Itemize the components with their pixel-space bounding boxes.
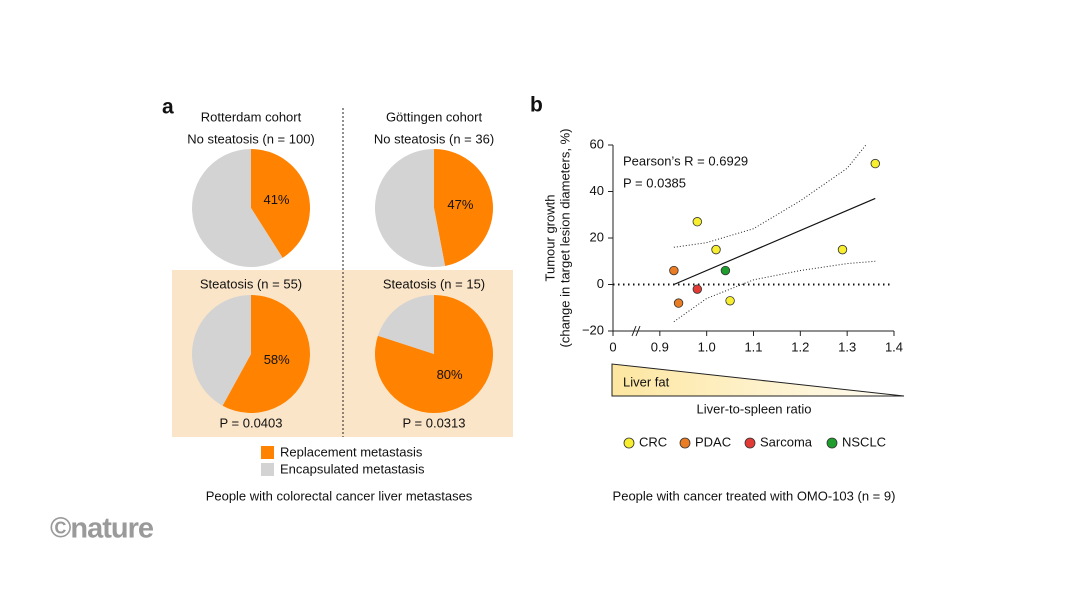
legend-label: Encapsulated metastasis <box>280 461 425 476</box>
legend-label: Sarcoma <box>760 434 813 449</box>
p-value: P = 0.0313 <box>402 415 465 430</box>
y-tick-label: 0 <box>597 276 604 291</box>
legend-swatch <box>261 446 274 459</box>
y-tick-label: 60 <box>590 136 604 151</box>
legend-marker <box>623 437 635 449</box>
fit-line <box>673 197 876 286</box>
x-tick-label: 1.2 <box>791 339 809 354</box>
legend-label: CRC <box>639 434 667 449</box>
pie-slice <box>375 149 446 268</box>
pie-slice <box>191 149 283 267</box>
pie-title: Steatosis (n = 55) <box>200 276 302 291</box>
pie-value-label: 41% <box>263 192 289 207</box>
pie-title: No steatosis (n = 100) <box>187 131 315 146</box>
pie-slice <box>192 295 251 406</box>
legend-label: Replacement metastasis <box>280 444 423 459</box>
annotation: P = 0.0385 <box>623 175 686 190</box>
liver-fat-wedge <box>611 363 905 397</box>
pie-slice <box>434 149 493 266</box>
pie-value-label: 47% <box>447 197 473 212</box>
y-axis-label: (change in target lesion diameters, %) <box>557 129 572 348</box>
legend-label: NSCLC <box>842 434 886 449</box>
pie-slice <box>251 149 310 258</box>
y-tick-label: 20 <box>590 229 604 244</box>
data-point <box>870 158 880 169</box>
panel-label: a <box>162 96 174 119</box>
annotation: Pearson’s R = 0.6929 <box>623 153 748 168</box>
data-point <box>720 265 731 276</box>
caption: People with cancer treated with OMO-103 … <box>613 488 896 503</box>
panel-label: b <box>530 94 543 117</box>
band-label: Liver fat <box>623 374 670 389</box>
legend-label: PDAC <box>695 434 731 449</box>
data-point <box>692 217 703 227</box>
p-value: P = 0.0403 <box>219 415 282 430</box>
x-axis-label: Liver-to-spleen ratio <box>697 401 812 416</box>
confidence-band <box>673 144 867 248</box>
data-point <box>673 298 684 308</box>
data-point <box>725 296 735 306</box>
legend-swatch <box>261 463 274 476</box>
pie-title: Steatosis (n = 15) <box>383 276 485 291</box>
pie-title: No steatosis (n = 36) <box>374 131 494 146</box>
pie-slice <box>222 295 311 413</box>
legend-marker <box>826 437 838 449</box>
x-tick-label: 0.9 <box>651 339 669 354</box>
data-point <box>692 284 703 294</box>
data-point <box>711 244 721 255</box>
pie-slice <box>377 295 434 354</box>
y-tick-label: 40 <box>590 183 604 198</box>
legend-marker <box>744 437 756 449</box>
x-tick-label: 1.4 <box>885 339 903 354</box>
y-tick-label: −20 <box>582 322 604 337</box>
y-axis-label: Tumour growth <box>542 195 557 282</box>
x-tick-label: 0 <box>609 339 616 354</box>
axis-break <box>631 325 641 337</box>
pie-value-label: 58% <box>264 352 290 367</box>
data-point <box>837 244 848 255</box>
cohort-label: Rotterdam cohort <box>201 109 302 124</box>
cohort-label: Göttingen cohort <box>386 109 483 124</box>
legend-marker <box>679 437 691 449</box>
x-tick-label: 1.0 <box>698 339 716 354</box>
caption: People with colorectal cancer liver meta… <box>206 488 473 503</box>
x-tick-label: 1.1 <box>744 339 762 354</box>
confidence-band <box>673 260 876 323</box>
data-point <box>669 265 679 276</box>
x-tick-label: 1.3 <box>838 339 856 354</box>
pie-value-label: 80% <box>437 367 463 382</box>
credit: ©nature <box>50 513 154 545</box>
